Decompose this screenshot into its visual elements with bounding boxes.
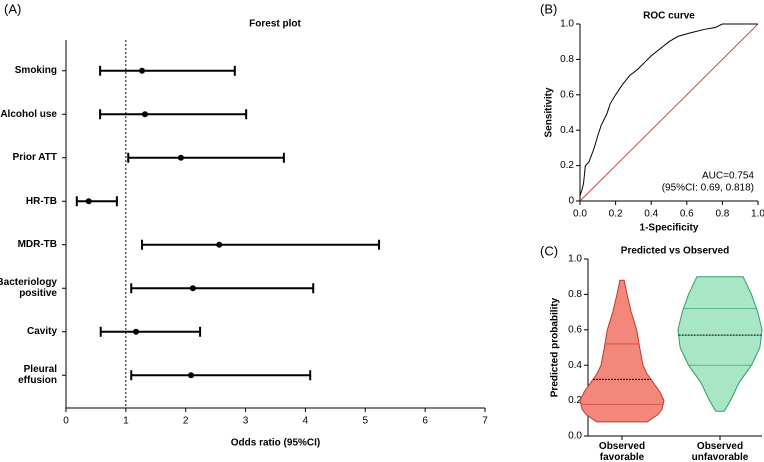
y-tick-label: 1.0 (560, 19, 574, 30)
category-label: Prior ATT (12, 152, 57, 164)
x-tick-label: 2 (183, 416, 189, 427)
category-label-box: Cavity (26, 326, 57, 338)
annotation: (95%CI: 0.69, 0.818) (662, 183, 754, 194)
category-label-box: Alcohol use (0, 108, 57, 120)
panel-label: (A) (4, 1, 21, 16)
point (189, 285, 196, 292)
point (133, 328, 140, 335)
y-tick-label: 0 (568, 196, 574, 207)
violin (579, 279, 665, 423)
y-tick-label: 0.4 (560, 125, 574, 136)
x-tick-label: 0.8 (715, 209, 729, 220)
point (216, 241, 223, 248)
annotation: AUC=0.754 (702, 171, 754, 182)
y-tick-label: 0.2 (560, 160, 574, 171)
x-tick-label: 7 (482, 416, 488, 427)
y-tick-label: 0.8 (560, 54, 574, 65)
point (139, 67, 146, 74)
x-tick-label: 0.4 (644, 209, 658, 220)
y-tick-label: 0.2 (568, 395, 582, 406)
panel-label: (B) (540, 1, 557, 16)
x-tick-label: 0.2 (609, 209, 623, 220)
y-tick-label: 0.6 (560, 89, 574, 100)
chart-title: Forest plot (249, 19, 301, 30)
category-label-box: Observed unfavorable (691, 441, 749, 462)
panel-label: (C) (540, 243, 558, 258)
category-label: Observed unfavorable (691, 441, 749, 462)
diagonal (579, 23, 759, 202)
roc-curve (579, 23, 758, 201)
category-label: Alcohol use (0, 108, 57, 120)
y-tick-label: 0.6 (568, 324, 582, 335)
violin (677, 276, 763, 412)
point (142, 111, 149, 118)
category-label: Smoking (14, 65, 57, 77)
x-tick-label: 1.0 (751, 209, 764, 220)
x-tick-label: 6 (422, 416, 428, 427)
y-tick-label: 0.8 (568, 289, 582, 300)
x-tick-label: 4 (303, 416, 309, 427)
category-label: HR-TB (25, 195, 57, 207)
category-label: MDR-TB (17, 239, 57, 251)
category-label-box: HR-TB (25, 195, 57, 207)
category-label: Bacteriology positive (0, 277, 57, 300)
x-axis-title: Odds ratio (95%CI) (231, 438, 320, 449)
chart-title: ROC curve (643, 11, 695, 22)
point (188, 372, 195, 379)
category-label: Observed favorable (598, 441, 646, 462)
category-label-box: Smoking (14, 65, 57, 77)
x-tick-label: 0.0 (573, 209, 587, 220)
y-axis-title: Sensitivity (544, 87, 555, 137)
x-tick-label: 3 (243, 416, 249, 427)
x-tick-label: 0.6 (680, 209, 694, 220)
category-label-box: MDR-TB (17, 239, 57, 251)
x-axis-title: 1-Specificity (640, 223, 699, 234)
category-label: Cavity (26, 326, 57, 338)
category-label-box: Bacteriology positive (0, 277, 57, 300)
category-label-box: Observed favorable (598, 441, 646, 462)
y-tick-label: 0.4 (568, 360, 582, 371)
category-label: Pleural effusion (18, 364, 57, 387)
category-label-box: Prior ATT (12, 152, 57, 164)
x-tick-label: 0 (63, 416, 69, 427)
category-label-box: Pleural effusion (18, 364, 57, 387)
y-tick-label: 1.0 (568, 254, 582, 265)
x-tick-label: 5 (363, 416, 369, 427)
y-axis-title: Predicted probability (550, 297, 561, 397)
point (85, 198, 92, 205)
y-tick-label: 0.0 (568, 431, 582, 442)
x-tick-label: 1 (123, 416, 129, 427)
point (177, 154, 184, 161)
chart-title: Predicted vs Observed (621, 246, 729, 257)
